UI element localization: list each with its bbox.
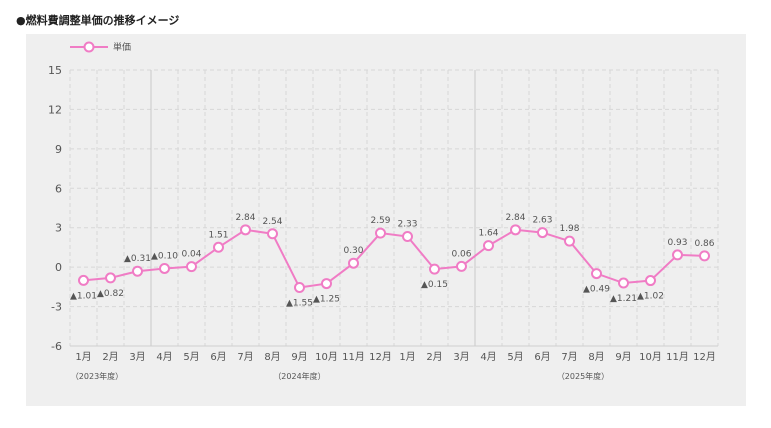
data-label: 1.64 — [478, 229, 498, 239]
legend: 単価 — [70, 41, 131, 53]
grid-lines — [69, 69, 719, 347]
data-label: 1.51 — [208, 230, 228, 240]
y-tick-label: 12 — [48, 103, 62, 116]
y-tick-label: 6 — [55, 182, 62, 195]
data-point — [510, 224, 521, 236]
data-label: ▲0.49 — [583, 285, 610, 295]
data-point — [348, 257, 359, 269]
chart-panel — [26, 34, 746, 406]
x-tick-label: 7月 — [561, 351, 577, 363]
legend-label: 単価 — [113, 41, 131, 53]
data-label: 0.86 — [694, 239, 714, 249]
x-tick-label: 8月 — [264, 351, 280, 363]
data-point — [591, 268, 602, 280]
y-tick-label: 9 — [55, 143, 62, 156]
data-point — [564, 235, 575, 247]
x-tick-label: 5月 — [183, 351, 199, 363]
data-point — [240, 224, 251, 236]
data-label: ▲1.55 — [286, 299, 313, 309]
data-label: ▲0.15 — [421, 280, 448, 290]
data-label: 1.98 — [559, 224, 579, 234]
x-tick-label: 9月 — [615, 351, 631, 363]
x-tick-label: 1月 — [75, 351, 91, 363]
y-tick-label: 3 — [55, 222, 62, 235]
data-point — [402, 231, 413, 243]
x-tick-label: 11月 — [666, 351, 689, 363]
data-point — [78, 274, 89, 286]
data-label: 2.84 — [235, 213, 255, 223]
x-tick-label: 6月 — [534, 351, 550, 363]
data-label: ▲0.31 — [124, 254, 151, 264]
x-tick-label: 12月 — [693, 351, 716, 363]
data-label: ▲1.02 — [637, 292, 664, 302]
fiscal-year-label: （2024年度） — [273, 371, 325, 381]
y-tick-label: 0 — [55, 261, 62, 274]
data-point — [375, 227, 386, 239]
data-point — [267, 228, 278, 240]
data-point — [294, 282, 305, 294]
x-tick-label: 2月 — [426, 351, 442, 363]
data-label: 2.33 — [397, 220, 417, 230]
data-label: 0.93 — [667, 238, 687, 248]
data-point — [132, 265, 143, 277]
series-tanka — [78, 224, 710, 294]
data-label: 2.84 — [505, 213, 525, 223]
x-tick-label: 11月 — [342, 351, 365, 363]
data-point — [672, 249, 683, 261]
x-tick-label: 6月 — [210, 351, 226, 363]
data-point — [537, 227, 548, 239]
x-tick-label: 10月 — [315, 351, 338, 363]
data-point — [699, 250, 710, 262]
data-label: ▲0.82 — [97, 289, 124, 299]
chart-heading: ●燃料費調整単価の推移イメージ — [16, 14, 180, 27]
data-point — [213, 241, 224, 253]
data-label: ▲1.01 — [70, 291, 97, 301]
data-label: 2.63 — [532, 216, 552, 226]
x-tick-label: 9月 — [291, 351, 307, 363]
x-tick-label: 7月 — [237, 351, 253, 363]
x-tick-label: 12月 — [369, 351, 392, 363]
data-point — [159, 262, 170, 274]
data-point — [105, 272, 116, 284]
data-point — [429, 263, 440, 275]
data-label: 0.06 — [451, 249, 471, 259]
x-tick-label: 4月 — [156, 351, 172, 363]
data-point — [321, 278, 332, 290]
x-tick-label: 8月 — [588, 351, 604, 363]
data-label: 2.54 — [262, 217, 282, 227]
data-point — [186, 261, 197, 273]
data-point — [645, 275, 656, 287]
fiscal-year-label: （2023年度） — [71, 371, 123, 381]
data-label: ▲1.25 — [313, 295, 340, 305]
data-point — [456, 260, 467, 272]
x-tick-label: 10月 — [639, 351, 662, 363]
x-tick-label: 2月 — [102, 351, 118, 363]
y-tick-label: -3 — [51, 301, 62, 314]
y-axis: 15 12 9 6 3 0 -3 -6 — [48, 64, 62, 353]
x-axis: 1月 2月 3月 4月 5月 6月 7月 8月 9月 10月 11月 12月 1月 2月 3月 4月 5月 6月 7… — [71, 351, 716, 381]
x-tick-label: 3月 — [453, 351, 469, 363]
x-tick-label: 5月 — [507, 351, 523, 363]
legend-marker — [83, 41, 95, 53]
data-label: 2.59 — [370, 216, 390, 226]
y-tick-label: 15 — [48, 64, 62, 77]
x-tick-label: 1月 — [399, 351, 415, 363]
y-tick-label: -6 — [51, 340, 62, 353]
x-tick-label: 4月 — [480, 351, 496, 363]
data-point — [618, 277, 629, 289]
data-label: ▲0.10 — [151, 251, 178, 261]
data-labels: ▲1.01 ▲0.82 ▲0.31 ▲0.10 0.04 1.51 2.84 2.54 ▲1.5… — [70, 213, 715, 309]
data-label: 0.30 — [343, 246, 363, 256]
data-label: ▲1.21 — [610, 294, 637, 304]
data-label: 0.04 — [181, 250, 201, 260]
data-point — [483, 240, 494, 252]
x-tick-label: 3月 — [129, 351, 145, 363]
fiscal-year-label: （2025年度） — [557, 371, 609, 381]
